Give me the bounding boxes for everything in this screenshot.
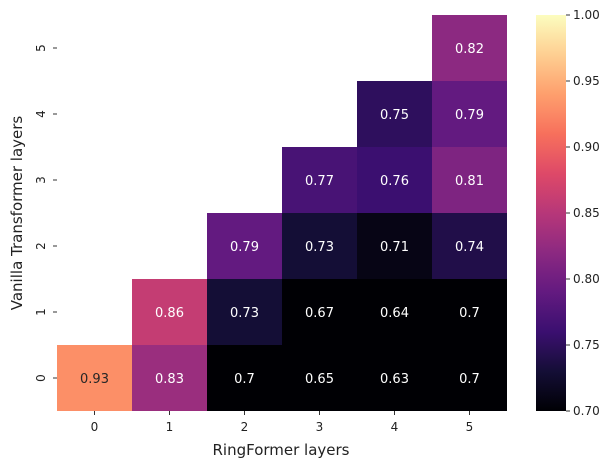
heatmap-cell	[432, 147, 507, 213]
heatmap-cell	[282, 279, 357, 345]
heatmap-cell	[357, 279, 432, 345]
colorbar-ticks: 0.70 0.75 0.80 0.85 0.90 0.95 1.00	[566, 8, 600, 418]
heatmap-cell	[132, 345, 207, 411]
x-tick-label: 5	[466, 420, 474, 434]
colorbar-tick-label: 0.80	[573, 272, 600, 286]
heatmap-cell	[207, 345, 282, 411]
heatmap-cell	[282, 213, 357, 279]
cell-value-label: 0.74	[455, 240, 484, 255]
x-axis-title: RingFormer layers	[212, 441, 349, 459]
x-tick-label: 1	[166, 420, 174, 434]
cell-value-label: 0.7	[459, 306, 480, 321]
heatmap-cell-labels: 0.93 0.83 0.7 0.65 0.63 0.7 0.86 0.73 0.67 0.64 0.…	[80, 42, 484, 387]
colorbar-tick-label: 0.95	[573, 74, 600, 88]
cell-value-label: 0.73	[230, 306, 259, 321]
x-tick-label: 2	[241, 420, 249, 434]
y-axis-ticks: 0 1 2 3 4 5	[34, 44, 57, 382]
colorbar	[536, 15, 566, 411]
heatmap-cell	[282, 345, 357, 411]
y-tick-label: 3	[34, 176, 48, 184]
cell-value-label: 0.82	[455, 42, 484, 57]
cell-value-label: 0.79	[455, 108, 484, 123]
cell-value-label: 0.76	[380, 174, 409, 189]
heatmap-cell	[282, 147, 357, 213]
cell-value-label: 0.73	[305, 240, 334, 255]
heatmap-cell	[432, 345, 507, 411]
cell-value-label: 0.7	[459, 372, 480, 387]
cell-value-label: 0.83	[155, 372, 184, 387]
heatmap-cell	[57, 345, 132, 411]
heatmap-cell	[432, 81, 507, 147]
y-tick-label: 5	[34, 44, 48, 52]
heatmap-cell	[432, 15, 507, 81]
cell-value-label: 0.65	[305, 372, 334, 387]
cell-value-label: 0.7	[234, 372, 255, 387]
heatmap-cell	[207, 279, 282, 345]
cell-value-label: 0.86	[155, 306, 184, 321]
cell-value-label: 0.67	[305, 306, 334, 321]
heatmap-cell	[357, 345, 432, 411]
y-tick-label: 1	[34, 308, 48, 316]
heatmap-cells	[57, 15, 507, 411]
heatmap-cell	[357, 147, 432, 213]
heatmap-cell	[432, 213, 507, 279]
colorbar-tick-label: 0.75	[573, 338, 600, 352]
colorbar-tick-label: 0.90	[573, 140, 600, 154]
heatmap-cell	[132, 279, 207, 345]
heatmap-cell	[207, 213, 282, 279]
heatmap-cell	[357, 81, 432, 147]
x-tick-label: 4	[391, 420, 399, 434]
cell-value-label: 0.81	[455, 174, 484, 189]
cell-value-label: 0.64	[380, 306, 409, 321]
x-axis-ticks: 0 1 2 3 4 5	[91, 411, 474, 434]
colorbar-tick-label: 1.00	[573, 8, 600, 22]
cell-value-label: 0.79	[230, 240, 259, 255]
colorbar-tick-label: 0.70	[573, 404, 600, 418]
y-tick-label: 4	[34, 110, 48, 118]
y-tick-label: 0	[34, 374, 48, 382]
cell-value-label: 0.71	[380, 240, 409, 255]
y-tick-label: 2	[34, 242, 48, 250]
heatmap-cell	[432, 279, 507, 345]
colorbar-tick-label: 0.85	[573, 206, 600, 220]
x-tick-label: 0	[91, 420, 99, 434]
cell-value-label: 0.93	[80, 372, 109, 387]
cell-value-label: 0.75	[380, 108, 409, 123]
cell-value-label: 0.77	[305, 174, 334, 189]
cell-value-label: 0.63	[380, 372, 409, 387]
heatmap-cell	[357, 213, 432, 279]
y-axis-title: Vanilla Transformer layers	[8, 116, 26, 311]
x-tick-label: 3	[316, 420, 324, 434]
